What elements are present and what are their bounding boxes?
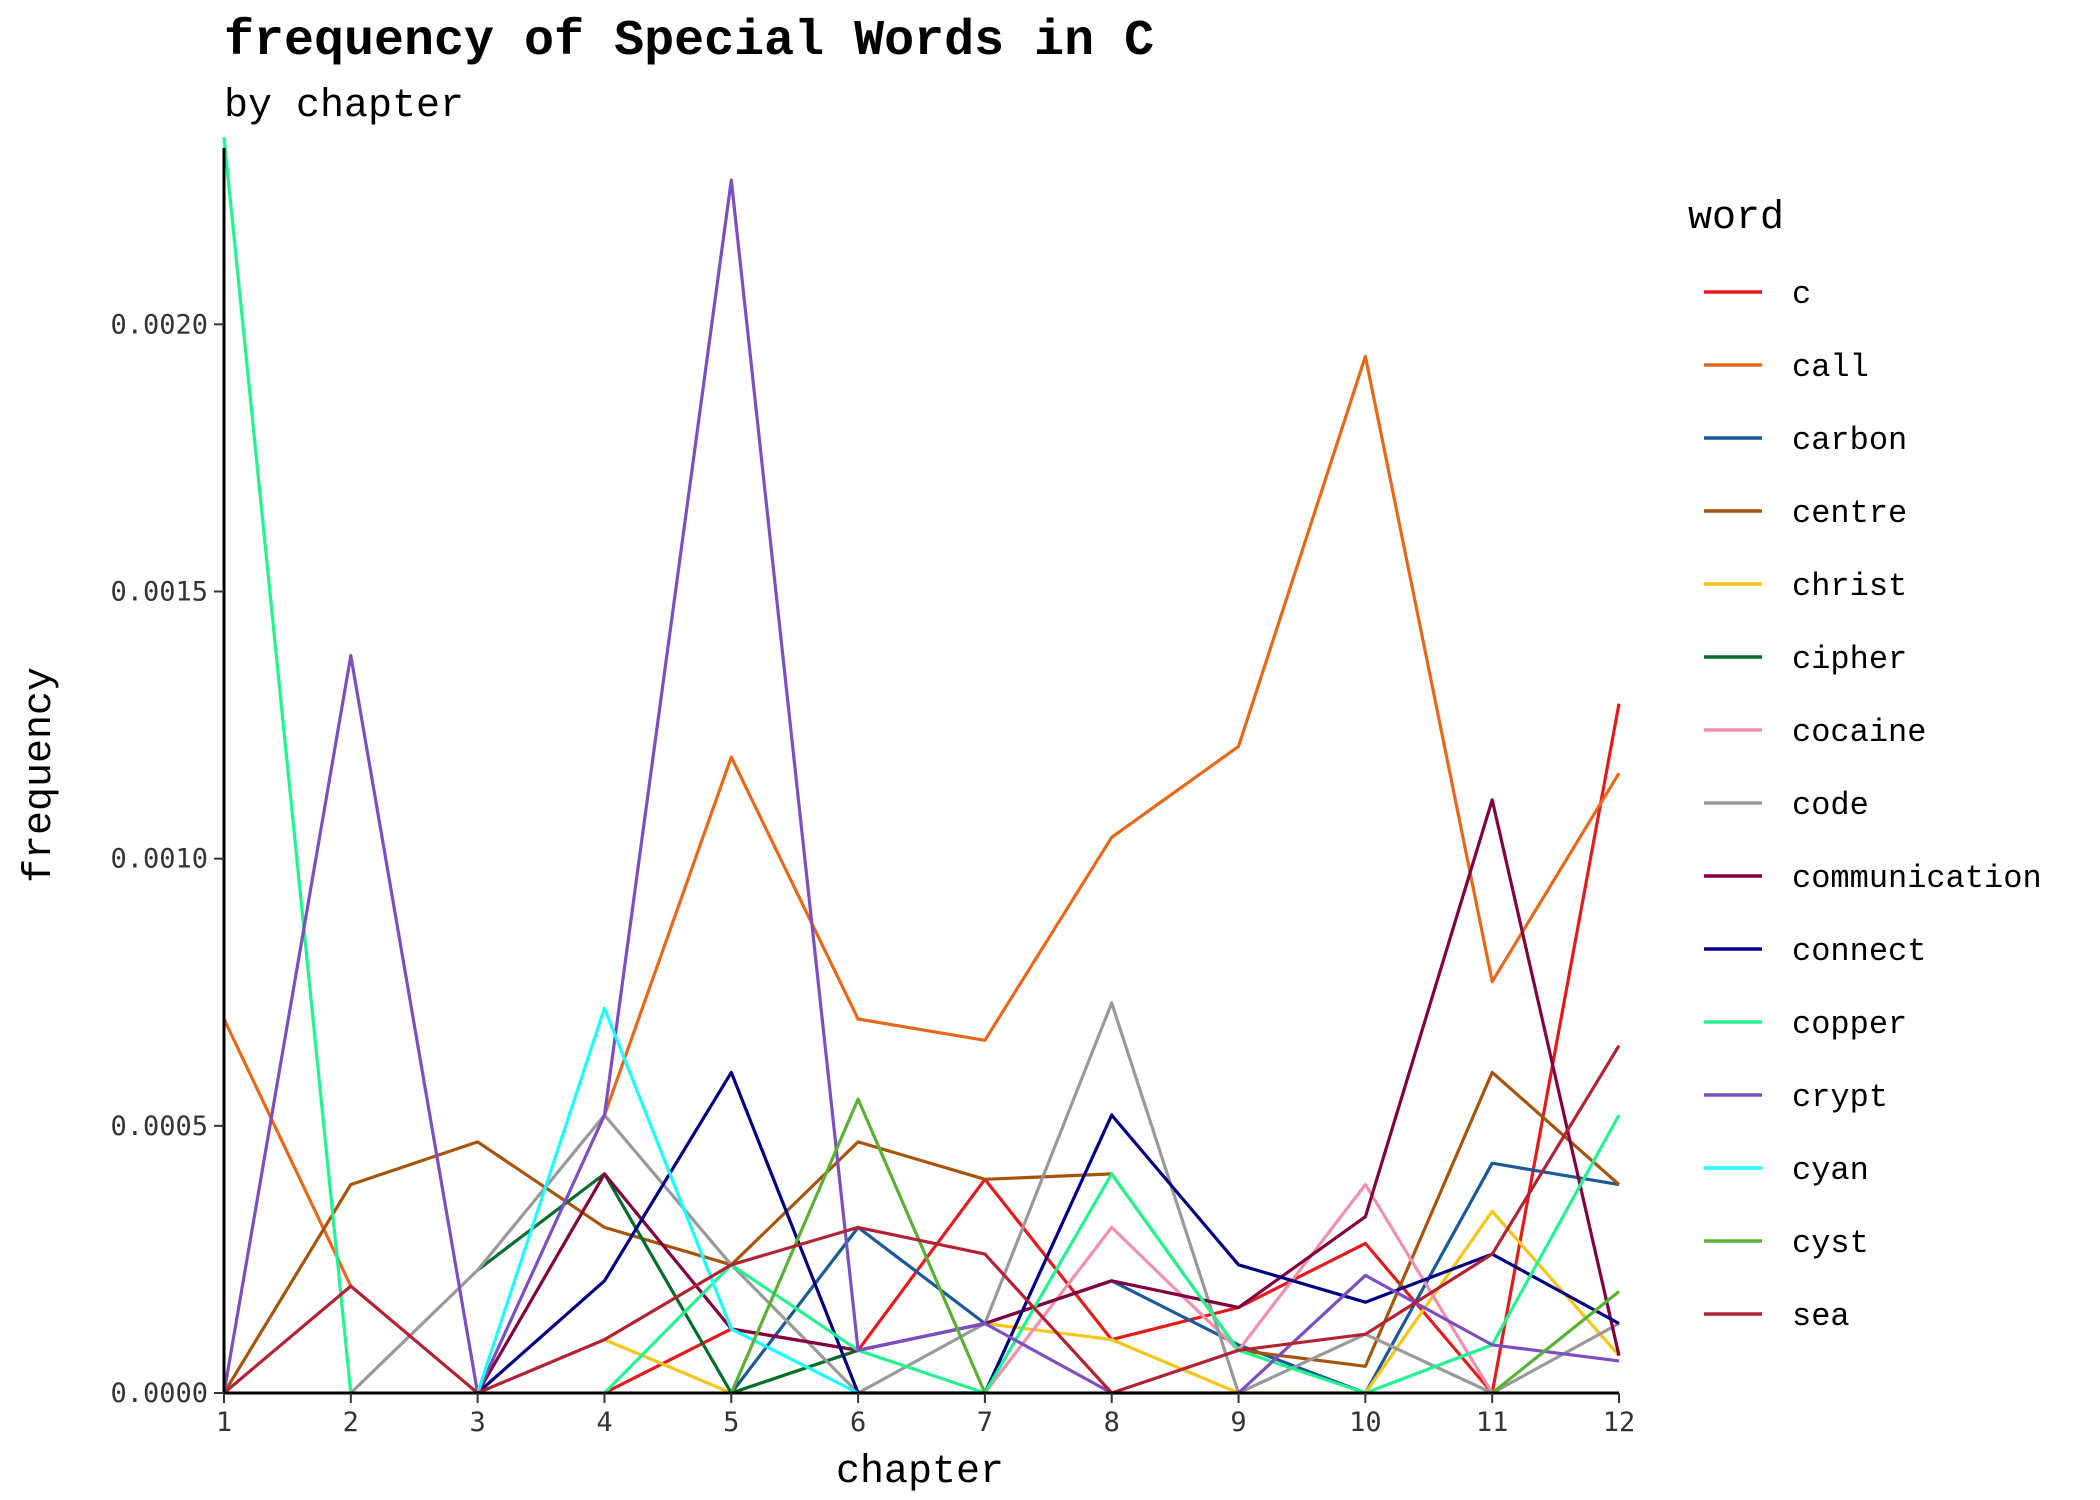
x-tick-label: 9 [1230, 1407, 1246, 1438]
x-tick-label: 4 [596, 1407, 612, 1438]
chart-title: frequency of Special Words in C [224, 13, 1154, 70]
legend-item-cyan: cyan [1704, 1152, 1869, 1189]
legend-title: word [1688, 196, 1784, 241]
series-line-cocaine [983, 1183, 1494, 1394]
legend-label: christ [1792, 568, 1907, 605]
legend-item-cyst: cyst [1704, 1225, 1869, 1262]
legend-label: carbon [1792, 422, 1907, 459]
legend-label: cyan [1792, 1152, 1869, 1189]
legend-item-connect: connect [1704, 933, 1926, 970]
series-line-cyst [1491, 1290, 1620, 1395]
legend-item-carbon: carbon [1704, 422, 1907, 459]
x-tick-label: 12 [1603, 1407, 1636, 1438]
axes: 1 2 3 4 5 6 7 8 9 10 11 120.00000.00050.00100.00150… [110, 148, 1635, 1438]
series-line-crypt [222, 178, 1620, 1395]
y-tick-label: 0.0020 [110, 309, 208, 340]
y-axis-title: frequency [18, 667, 63, 883]
legend-label: cipher [1792, 641, 1907, 678]
legend-item-cocaine: cocaine [1704, 714, 1926, 751]
series-line-sea [222, 1044, 1621, 1395]
series-line-communication [476, 798, 1621, 1394]
legend-item-copper: copper [1704, 1006, 1907, 1043]
x-tick-label: 5 [723, 1407, 739, 1438]
legend-item-cipher: cipher [1704, 641, 1907, 678]
series-line-cyst [729, 1097, 987, 1394]
series-line-cipher [476, 1172, 859, 1395]
legend-item-centre: centre [1704, 495, 1907, 532]
x-tick-label: 11 [1476, 1407, 1509, 1438]
legend-label: cocaine [1792, 714, 1926, 751]
legend-label: code [1792, 787, 1869, 824]
x-axis-title: chapter [836, 1450, 1004, 1495]
y-tick-label: 0.0005 [110, 1111, 208, 1142]
x-tick-label: 7 [977, 1407, 993, 1438]
x-tick-label: 3 [470, 1407, 486, 1438]
legend-label: crypt [1792, 1079, 1888, 1116]
legend-item-code: code [1704, 787, 1869, 824]
legend-item-call: call [1704, 349, 1869, 386]
series-line-copper [222, 137, 353, 1394]
legend-item-c: c [1704, 276, 1811, 313]
series-line-call [222, 1018, 353, 1287]
series-line-carbon [730, 1161, 1620, 1395]
legend-label: cyst [1792, 1225, 1869, 1262]
plot-area [222, 137, 1621, 1395]
x-tick-label: 10 [1349, 1407, 1382, 1438]
x-tick-label: 1 [216, 1407, 232, 1438]
legend-label: call [1792, 349, 1869, 386]
legend-label: copper [1792, 1006, 1907, 1043]
chart-subtitle: by chapter [224, 84, 464, 129]
legend-label: communication [1792, 860, 2042, 897]
legend-label: connect [1792, 933, 1926, 970]
legend-item-christ: christ [1704, 568, 1907, 605]
legend-label: centre [1792, 495, 1907, 532]
series-line-centre [222, 1070, 1621, 1394]
x-tick-label: 6 [850, 1407, 866, 1438]
series-line-connect [476, 1070, 1620, 1395]
legend-label: sea [1792, 1298, 1850, 1335]
y-tick-label: 0.0010 [110, 844, 208, 875]
legend-item-communication: communication [1704, 860, 2042, 897]
y-tick-label: 0.0000 [110, 1378, 208, 1409]
series-line-cyan [476, 1006, 859, 1395]
x-tick-label: 8 [1104, 1407, 1120, 1438]
series-line-call [602, 354, 1621, 1116]
x-tick-label: 2 [343, 1407, 359, 1438]
legend: word c call carbon centre christ cipher cocain… [1688, 196, 2042, 1335]
legend-item-crypt: crypt [1704, 1079, 1888, 1116]
y-tick-label: 0.0015 [110, 576, 208, 607]
legend-item-sea: sea [1704, 1298, 1850, 1335]
legend-label: c [1792, 276, 1811, 313]
